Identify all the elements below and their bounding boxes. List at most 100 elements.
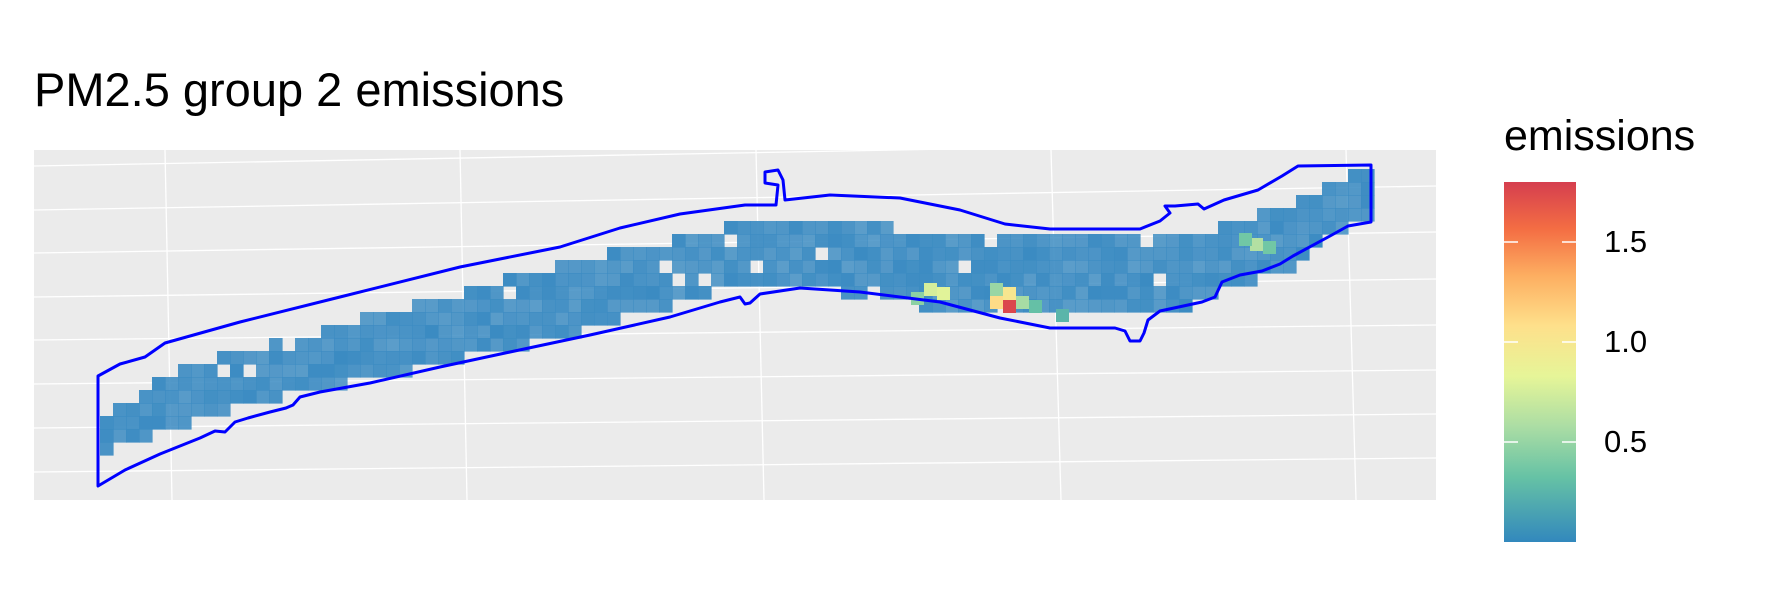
emission-cell (1140, 273, 1154, 287)
emission-cell (1075, 273, 1089, 287)
legend-tick-label-1.5: 1.5 (1604, 224, 1648, 259)
emission-cell (126, 416, 140, 430)
emission-cell (542, 312, 556, 326)
emission-cell (958, 234, 972, 248)
emission-cell (217, 351, 231, 365)
emission-cell (1101, 260, 1115, 274)
emission-cell (100, 429, 114, 443)
emission-cell (347, 364, 361, 378)
emission-cell (1075, 299, 1089, 313)
emission-cell (737, 221, 751, 235)
emission-cell (100, 416, 114, 430)
emission-cell (1192, 234, 1206, 248)
emission-cell (1192, 260, 1206, 274)
emission-cell (1023, 260, 1037, 274)
emission-cell (867, 221, 881, 235)
emission-cell (282, 377, 296, 391)
emission-cell (620, 260, 634, 274)
emission-cell (269, 377, 283, 391)
emission-cell (1023, 273, 1037, 287)
emission-cell (607, 299, 621, 313)
emission-cell (1127, 234, 1141, 248)
emission-cell (1127, 247, 1141, 261)
emission-cell (399, 312, 413, 326)
emission-cell (139, 416, 153, 430)
emission-cell (347, 351, 361, 365)
emission-cell (1114, 260, 1128, 274)
emission-cell (776, 247, 790, 261)
emission-cell (1309, 208, 1323, 222)
emission-cell (854, 273, 868, 287)
emission-cell (750, 234, 764, 248)
emission-cell (451, 299, 465, 313)
emission-cell (841, 260, 855, 274)
legend-colorbar (1504, 182, 1576, 542)
emission-cell (1205, 273, 1219, 287)
emission-cell (1322, 182, 1336, 196)
emission-cell (867, 273, 881, 287)
emission-cell (1062, 234, 1076, 248)
emission-cell (243, 377, 257, 391)
emission-cell (1218, 221, 1232, 235)
emission-cell (867, 260, 881, 274)
emission-cell (620, 299, 634, 313)
emission-cell (711, 234, 725, 248)
emission-cell (373, 351, 387, 365)
emission-cell (997, 247, 1011, 261)
emission-cell (230, 351, 244, 365)
emission-cell (776, 221, 790, 235)
emission-cell (984, 247, 998, 261)
emission-cell (1296, 234, 1310, 248)
emission-cell (1101, 286, 1115, 300)
emission-cell (503, 338, 517, 352)
emission-cell (1335, 182, 1349, 196)
emission-cell (1010, 234, 1024, 248)
emission-cell (1101, 273, 1115, 287)
emission-cell (1036, 260, 1050, 274)
emission-cell (646, 299, 660, 313)
emission-cell (503, 273, 517, 287)
emission-cell (1127, 286, 1141, 300)
emission-cell (165, 403, 179, 417)
emission-cell (399, 351, 413, 365)
emission-cell (568, 273, 582, 287)
emission-cell (1088, 247, 1102, 261)
emission-cell (1049, 234, 1063, 248)
emission-cell (997, 234, 1011, 248)
emission-cell (802, 260, 816, 274)
emission-cell (815, 260, 829, 274)
emission-cell (659, 273, 673, 287)
emission-hotspots (911, 233, 1276, 322)
emission-cell (503, 325, 517, 339)
emission-cell (685, 286, 699, 300)
emission-cell (360, 338, 374, 352)
emission-cell (828, 247, 842, 261)
emission-cell (620, 286, 634, 300)
emission-cell (217, 403, 231, 417)
emission-cell (1205, 247, 1219, 261)
emission-cell (1010, 247, 1024, 261)
emission-cell (1075, 247, 1089, 261)
emission-cell (789, 221, 803, 235)
emission-cell (828, 234, 842, 248)
emission-cell (867, 247, 881, 261)
emission-cell (568, 325, 582, 339)
emission-cell (321, 338, 335, 352)
emission-cell (191, 364, 205, 378)
emission-cell (750, 247, 764, 261)
emission-cell (386, 351, 400, 365)
emission-cell (464, 325, 478, 339)
emission-cell (1192, 247, 1206, 261)
emission-hotspot-cell (990, 296, 1003, 309)
emission-cell (698, 234, 712, 248)
emission-cell (1036, 234, 1050, 248)
emission-cell (1348, 208, 1362, 222)
emission-cell (555, 273, 569, 287)
emission-cell (672, 260, 686, 274)
emission-cell (568, 312, 582, 326)
emission-cell (412, 338, 426, 352)
emission-cell (932, 234, 946, 248)
emission-cell (880, 221, 894, 235)
emission-cell (139, 403, 153, 417)
